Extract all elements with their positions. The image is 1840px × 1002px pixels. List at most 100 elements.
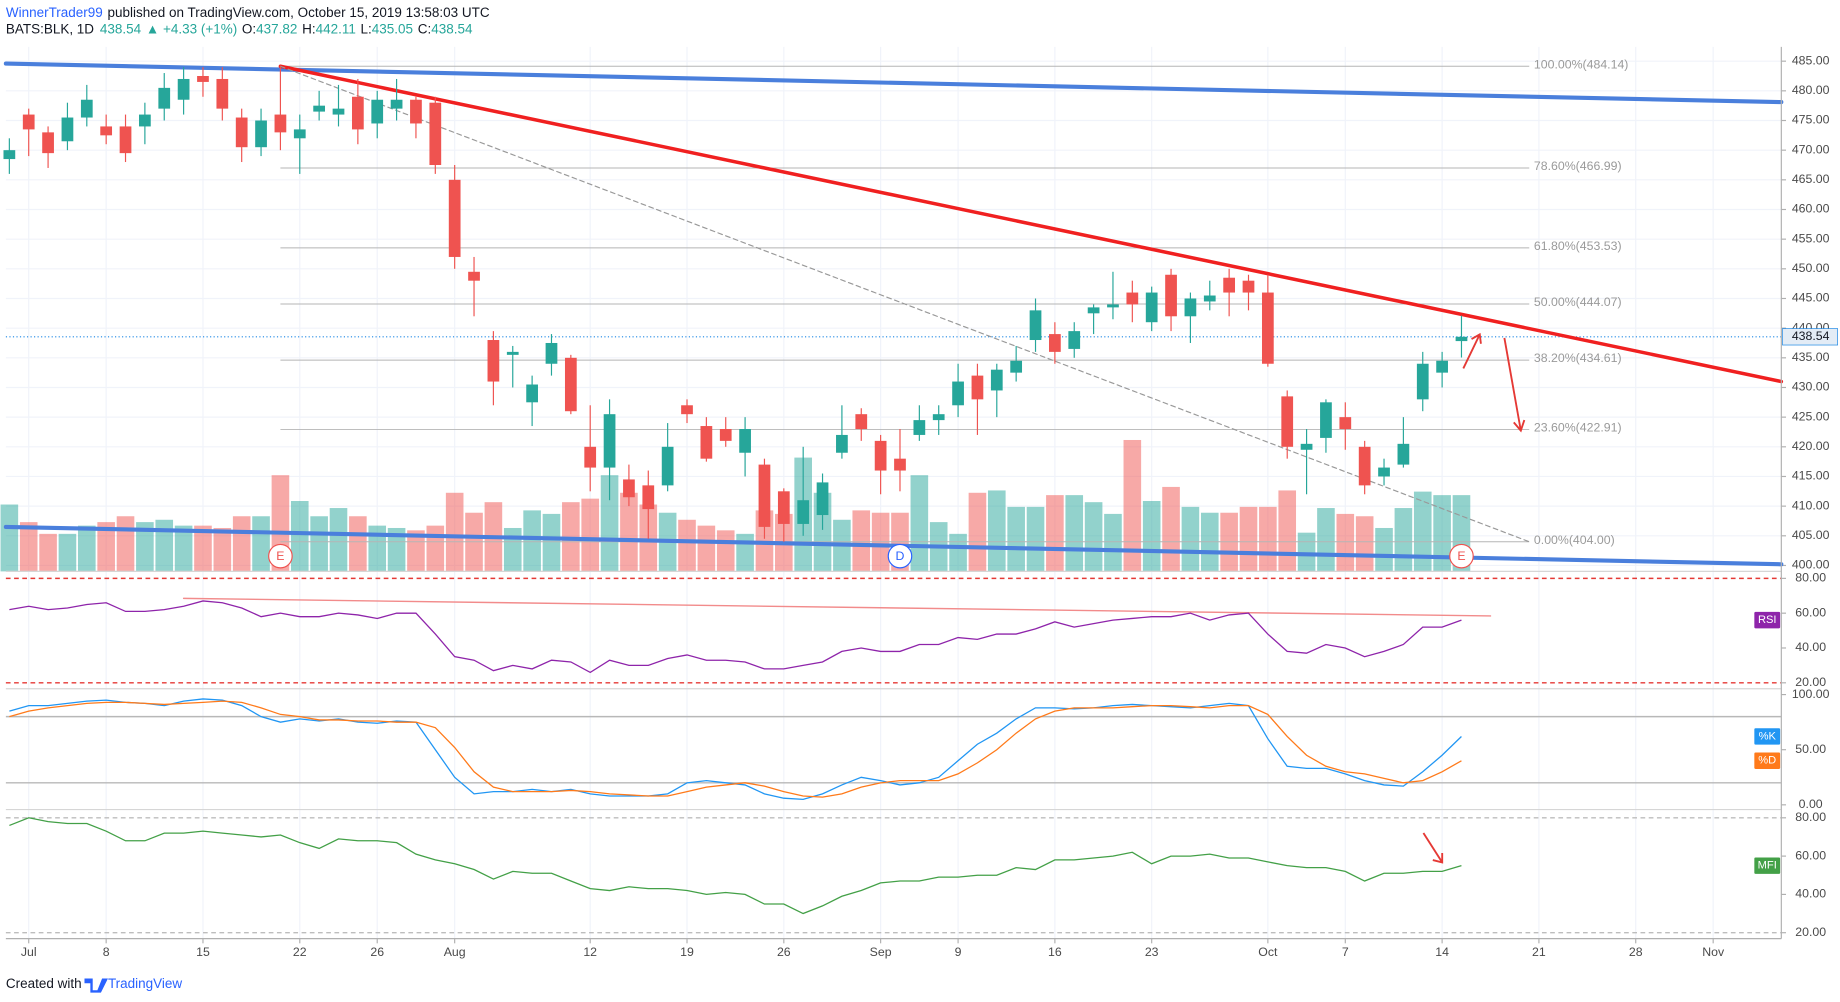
candle-body bbox=[816, 482, 829, 516]
x-tick-label: 23 bbox=[1145, 945, 1159, 959]
candle-body bbox=[177, 78, 190, 100]
event-label: D bbox=[896, 549, 905, 563]
candle-body bbox=[1455, 336, 1468, 342]
candle-body bbox=[758, 464, 771, 527]
author[interactable]: WinnerTrader99 bbox=[6, 4, 103, 19]
volume-bar bbox=[1065, 495, 1084, 572]
candle-body bbox=[1281, 396, 1294, 447]
ohlc-label: L: bbox=[361, 21, 372, 36]
volume-bar bbox=[445, 492, 464, 572]
arrow bbox=[1503, 337, 1522, 431]
volume-bar bbox=[1394, 508, 1413, 572]
brand-logo[interactable] bbox=[84, 978, 108, 993]
candle-body bbox=[448, 179, 461, 257]
candle-body bbox=[603, 414, 616, 468]
y-tick-label: 400.00 bbox=[1792, 558, 1830, 572]
trendline bbox=[278, 64, 1784, 384]
candle-body bbox=[971, 375, 984, 400]
candle-body bbox=[235, 117, 248, 148]
candle-body bbox=[293, 129, 306, 139]
volume-bar bbox=[1259, 506, 1277, 572]
plot-layer: Jul 8 15 22 26 Aug 12 19 26 Sep 9 16 23 Oct 7 14 21 28 Nov… bbox=[0, 46, 1839, 959]
candle-body bbox=[3, 150, 16, 160]
candle-body bbox=[797, 500, 810, 524]
volume-bar bbox=[349, 516, 367, 572]
footer-brand[interactable]: TradingView bbox=[108, 976, 182, 991]
volume-bar bbox=[1336, 513, 1355, 572]
volume-bar bbox=[1355, 516, 1374, 572]
indicator-line bbox=[9, 700, 1462, 798]
volume-bar bbox=[19, 522, 38, 572]
x-tick-label: 7 bbox=[1342, 945, 1349, 959]
last: 438.54 bbox=[100, 21, 142, 36]
fib-label: 61.80%(453.53) bbox=[1534, 239, 1622, 253]
candle-body bbox=[1378, 467, 1390, 477]
legend-label: %D bbox=[1758, 755, 1776, 767]
y-tick-label: 485.00 bbox=[1792, 53, 1830, 67]
y-tick-label: 405.00 bbox=[1792, 528, 1830, 542]
arrow bbox=[1462, 333, 1481, 369]
volume-bar bbox=[1375, 527, 1393, 572]
event-label: E bbox=[1457, 549, 1465, 563]
volume-bar bbox=[232, 516, 251, 572]
x-tick-label: 26 bbox=[777, 945, 791, 959]
volume-bar bbox=[1239, 506, 1258, 572]
candle-body bbox=[371, 99, 384, 124]
candle-body bbox=[1203, 295, 1216, 302]
annotation-arrows bbox=[1422, 332, 1526, 864]
candle-body bbox=[855, 414, 868, 430]
candle-body bbox=[661, 446, 674, 486]
ohlc-value: 435.05 bbox=[372, 21, 413, 36]
ohlc-label: H: bbox=[302, 21, 316, 36]
volume-bar bbox=[1433, 495, 1451, 572]
volume-bar bbox=[194, 525, 212, 572]
candle-body bbox=[526, 384, 538, 403]
volume-bar bbox=[542, 513, 561, 572]
fib-label: 0.00%(404.00) bbox=[1534, 533, 1615, 547]
arrow-head bbox=[1432, 852, 1444, 864]
x-tick-label: Oct bbox=[1258, 945, 1278, 959]
candle-body bbox=[1184, 298, 1197, 317]
volume-bar bbox=[910, 475, 929, 572]
volume-bar bbox=[213, 527, 232, 572]
x-tick-label: Sep bbox=[870, 945, 892, 959]
candle-body bbox=[1300, 443, 1313, 450]
volume-bar bbox=[58, 533, 77, 572]
fib-label: 38.20%(434.61) bbox=[1534, 351, 1622, 365]
candle-body bbox=[80, 99, 93, 118]
candle-body bbox=[506, 351, 519, 355]
legend-label: RSI bbox=[1758, 614, 1777, 626]
fib-label: 78.60%(466.99) bbox=[1534, 159, 1622, 173]
volume-bar bbox=[426, 525, 445, 572]
volume-bar bbox=[697, 525, 716, 572]
x-tick-label: 22 bbox=[293, 945, 307, 959]
candle-body bbox=[1068, 331, 1081, 349]
candle-body bbox=[1436, 360, 1448, 373]
fib-label: 23.60%(422.91) bbox=[1534, 421, 1622, 435]
y-tick-label: 40.00 bbox=[1795, 640, 1826, 654]
y-tick-label: 465.00 bbox=[1792, 172, 1830, 186]
candle-body bbox=[390, 99, 403, 109]
candle-body bbox=[1242, 280, 1255, 293]
volume-bar bbox=[0, 504, 19, 572]
ohlc-label: O: bbox=[242, 21, 256, 36]
volume-bar bbox=[968, 492, 987, 572]
volume-bar bbox=[1278, 490, 1297, 572]
y-tick-label: 470.00 bbox=[1792, 142, 1830, 156]
volume-bar bbox=[736, 533, 754, 572]
y-tick-label: 430.00 bbox=[1792, 380, 1830, 394]
volume-bar bbox=[1007, 506, 1025, 572]
candle-body bbox=[197, 76, 209, 82]
candle-body bbox=[22, 114, 35, 130]
x-tick-label: 28 bbox=[1629, 945, 1643, 959]
y-tick-label: 60.00 bbox=[1795, 848, 1826, 862]
volume-bar bbox=[620, 492, 638, 572]
arrow bbox=[1422, 832, 1443, 863]
candle-body bbox=[1358, 446, 1371, 486]
arrow-head bbox=[1513, 419, 1526, 433]
fib-label: 50.00%(444.07) bbox=[1534, 295, 1622, 309]
x-tick-label: 8 bbox=[103, 945, 110, 959]
x-tick-label: 12 bbox=[583, 945, 597, 959]
ohlc-value: 442.11 bbox=[316, 21, 356, 36]
candle-body bbox=[874, 440, 887, 471]
